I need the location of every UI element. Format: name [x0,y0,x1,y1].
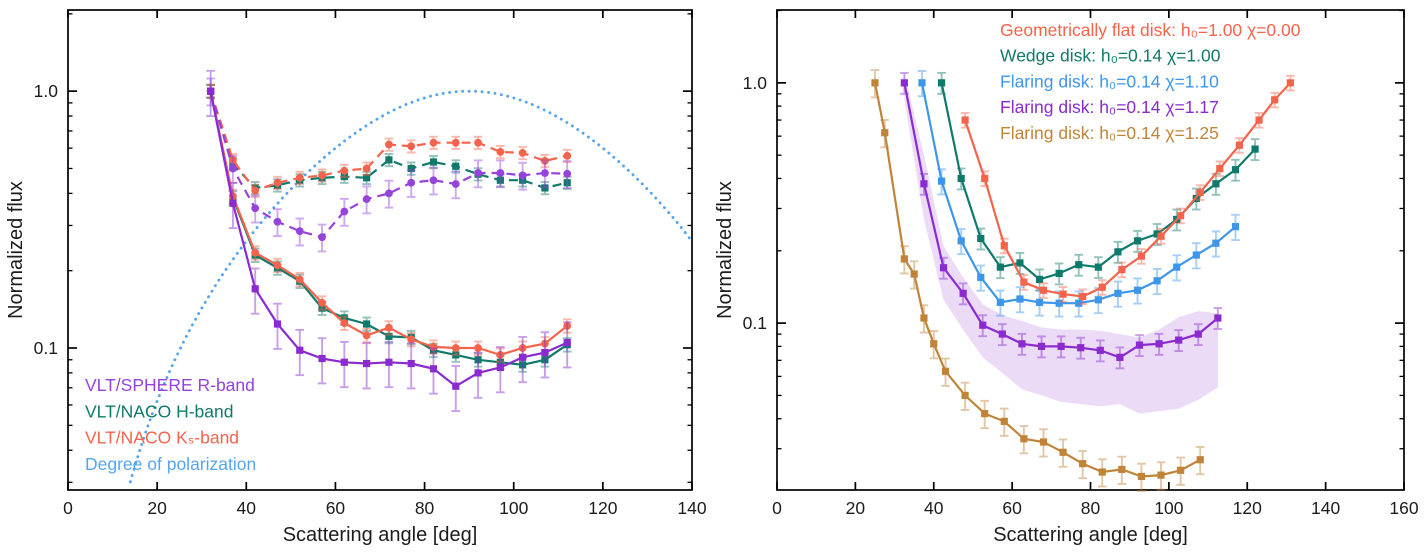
series-vlt-naco-ks-band-polarized [206,84,572,198]
x-axis-label: Scattering angle [deg] [993,524,1188,546]
x-tick-label: 80 [415,498,435,518]
x-tick-label: 100 [499,498,528,518]
legend-item-3: Flaring disk: h₀=0.14 χ=1.17 [1000,97,1219,117]
legend-item-2: VLT/NACO Kₛ-band [85,428,239,448]
x-tick-label: 0 [63,498,73,518]
y-tick-label: 0.1 [34,338,58,358]
markers-vlt-sphere-r-band-total [207,87,571,390]
series-flaring-disk-chi-1.17 [900,71,1223,370]
line-geometrically-flat-disk [964,82,1292,298]
legend-item-0: Geometrically flat disk: h₀=1.00 χ=0.00 [1000,20,1301,40]
x-axis: 0 20 40 60 80 100 120 140 160 [772,10,1419,518]
x-tick-label: 120 [1233,498,1262,518]
legend-item-1: Wedge disk: h₀=0.14 χ=1.00 [1000,46,1221,66]
markers-flaring-disk-chi-1.17 [900,79,1222,361]
x-tick-label: 160 [1389,498,1418,518]
x-tick-label: 120 [588,498,617,518]
markers-geometrically-flat-disk [961,79,1294,301]
x-tick-label: 100 [1154,498,1183,518]
x-tick-label: 60 [326,498,346,518]
x-tick-label: 40 [237,498,257,518]
left-panel-chart: 0 20 40 60 80 100 120 140 0.1 1.0 Scattering angle… [5,9,707,546]
legend-item-2: Flaring disk: h₀=0.14 χ=1.10 [1000,71,1219,91]
markers-flaring-disk-chi-1.25 [871,79,1204,481]
plot-frame [67,9,693,491]
y-tick-label: 0.1 [743,313,767,333]
legend: VLT/SPHERE R-band VLT/NACO H-band VLT/NACO… [85,375,256,474]
line-vlt-naco-ks-band-total [209,90,568,357]
markers-vlt-naco-ks-band-total [206,87,572,359]
y-axis: 0.1 1.0 [743,9,1404,450]
curve-degree-of-polarization [128,89,694,484]
series-flaring-disk-chi-1.25 [870,69,1205,492]
x-tick-label: 140 [677,498,706,518]
line-vlt-sphere-r-band-polarized [209,90,568,239]
legend-item-1: VLT/NACO H-band [85,401,233,421]
y-axis: 0.1 1.0 [34,13,692,483]
x-tick-label: 0 [772,498,782,518]
x-tick-label: 140 [1311,498,1340,518]
markers-vlt-naco-ks-band-polarized [206,87,572,195]
legend-item-3: Degree of polarization [85,454,256,474]
y-axis-label: Normalized flux [5,181,27,319]
markers-wedge-disk-chi-1.00 [937,79,1259,284]
x-tick-label: 80 [1081,498,1101,518]
x-axis-label: Scattering angle [deg] [283,524,478,546]
series-vlt-sphere-r-band-total [206,69,572,413]
legend-item-4: Flaring disk: h₀=0.14 χ=1.25 [1000,123,1219,143]
series-degree-of-polarization [128,89,694,484]
series-geometrically-flat-disk [960,74,1295,306]
y-tick-label: 1.0 [743,73,768,93]
series-vlt-naco-ks-band-total [206,83,572,363]
legend: Geometrically flat disk: h₀=1.00 χ=0.00 W… [1000,20,1301,143]
x-tick-label: 40 [924,498,944,518]
y-axis-label: Normalized flux [714,181,736,319]
x-tick-label: 20 [147,498,167,518]
x-tick-label: 60 [1002,498,1022,518]
series-vlt-sphere-r-band-polarized [206,77,572,253]
right-panel-chart: 0 20 40 60 80 100 120 140 160 0.1 1.0 Scattering an… [714,9,1419,546]
legend-item-0: VLT/SPHERE R-band [85,375,255,395]
y-tick-label: 1.0 [34,81,59,101]
markers-flaring-disk-chi-1.10 [918,79,1240,307]
x-tick-label: 20 [846,498,866,518]
x-axis: 0 20 40 60 80 100 120 140 [63,10,707,518]
